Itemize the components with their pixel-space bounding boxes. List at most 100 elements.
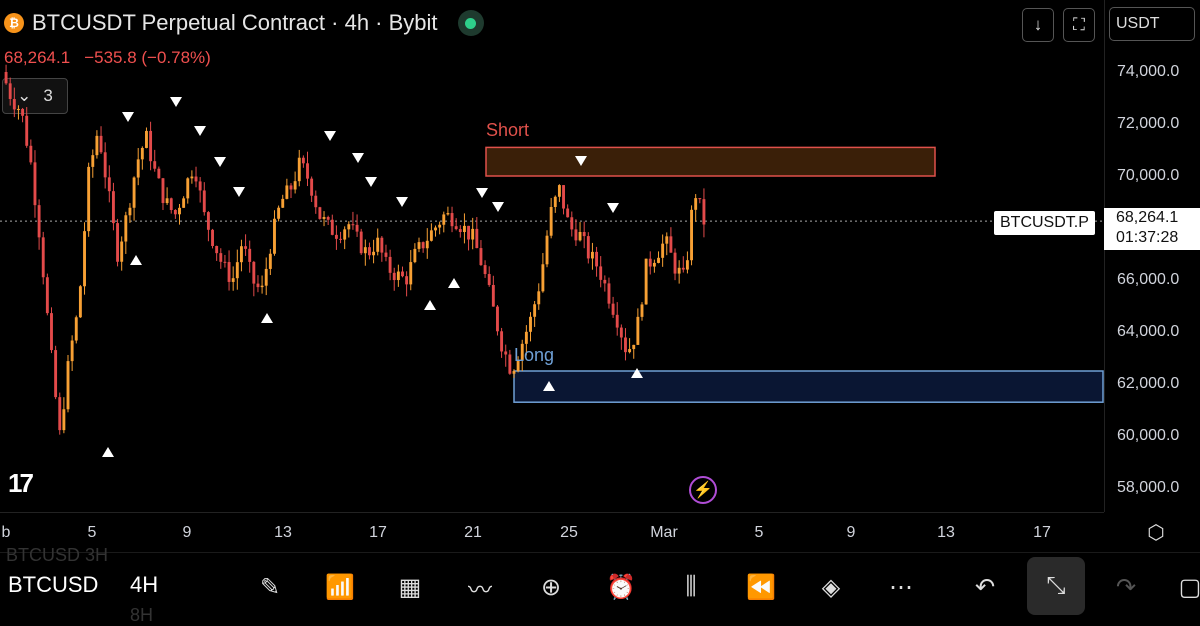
candle-body bbox=[334, 234, 338, 239]
last-price-tag: 68,264.1 01:37:28 bbox=[1104, 208, 1200, 250]
candle-body bbox=[281, 198, 285, 208]
candle-body bbox=[318, 207, 322, 219]
candle-body bbox=[520, 343, 524, 361]
candle-body bbox=[83, 231, 86, 287]
pivot-low-marker bbox=[261, 313, 273, 323]
arrow-down-icon: ↓ bbox=[1033, 15, 1043, 34]
date-tick-label: 17 bbox=[369, 524, 387, 541]
candle-body bbox=[471, 228, 475, 240]
side-panel-icon[interactable]: ▢ bbox=[1178, 573, 1200, 601]
candle-body bbox=[388, 256, 392, 273]
candle-body bbox=[173, 209, 177, 215]
pivot-high-marker bbox=[492, 202, 504, 212]
candle-body bbox=[524, 331, 528, 344]
candle-body bbox=[87, 166, 91, 232]
price-tick-label: 70,000.0 bbox=[1117, 167, 1180, 184]
pivot-low-marker bbox=[130, 255, 142, 265]
candle-body bbox=[219, 253, 223, 262]
exit-fullscreen-icon[interactable]: ⤡ bbox=[1027, 557, 1085, 615]
candle-body bbox=[475, 228, 479, 249]
candle-body bbox=[37, 205, 41, 238]
candle-body bbox=[557, 185, 561, 197]
pivot-high-marker bbox=[365, 177, 377, 187]
layers-icon[interactable]: ◈ bbox=[821, 573, 841, 601]
candle-body bbox=[50, 313, 53, 351]
long-zone-box bbox=[513, 370, 1104, 403]
pivot-high-marker bbox=[476, 188, 488, 198]
candle-body bbox=[458, 229, 462, 233]
candle-body bbox=[330, 219, 334, 235]
price-axis[interactable]: 74,000.0 72,000.0 70,000.0 66,000.0 64,000.0… bbox=[1104, 0, 1200, 512]
interval-selector[interactable]: 4H bbox=[130, 572, 159, 597]
candle-body bbox=[322, 217, 326, 219]
candle-body bbox=[694, 198, 698, 210]
settings-gear-icon[interactable]: ⬡ bbox=[1147, 521, 1165, 544]
candle-body bbox=[462, 225, 466, 233]
pivot-high-marker bbox=[324, 131, 336, 141]
pivot-high-marker bbox=[122, 112, 134, 122]
draw-pen-icon[interactable]: ✎ bbox=[259, 573, 281, 601]
candle-body bbox=[8, 83, 12, 99]
long-zone-label: Long bbox=[514, 345, 555, 365]
candle-body bbox=[165, 198, 169, 204]
candle-body bbox=[553, 196, 557, 207]
candle-body bbox=[574, 229, 578, 241]
candle-body bbox=[487, 274, 491, 285]
more-dots-icon[interactable]: ⋯ bbox=[889, 573, 913, 601]
candle-body bbox=[17, 108, 20, 110]
compare-lines-icon[interactable]: 〰 bbox=[468, 576, 492, 604]
candle-body bbox=[33, 162, 37, 206]
indicators-chart-icon[interactable]: 📶 bbox=[325, 573, 355, 601]
time-axis[interactable]: b 5 9 13 17 21 25 Mar 5 9 13 17 bbox=[0, 512, 1104, 553]
symbol-selector[interactable]: BTCUSD bbox=[8, 572, 99, 597]
candle-body bbox=[91, 155, 95, 167]
chart-title[interactable]: BTCUSDT Perpetual Contract · 4h · Bybit bbox=[32, 10, 438, 35]
candle-body bbox=[434, 227, 437, 231]
candle-body bbox=[405, 276, 409, 285]
candle-body bbox=[562, 185, 565, 209]
candle-body bbox=[590, 251, 594, 259]
fullscreen-button[interactable]: ⛶ bbox=[1063, 8, 1095, 42]
candle-body bbox=[401, 271, 404, 277]
alert-clock-icon[interactable]: ⏰ bbox=[606, 573, 636, 601]
candle-body bbox=[648, 258, 652, 267]
candle-body bbox=[368, 247, 371, 256]
candle-body bbox=[442, 214, 446, 225]
candle-body bbox=[12, 98, 16, 110]
candle-body bbox=[124, 215, 128, 242]
lightning-icon[interactable]: ⚡ bbox=[689, 476, 717, 504]
replay-rewind-icon[interactable]: ⏪ bbox=[746, 573, 776, 601]
layout-grid-icon[interactable]: ▦ bbox=[398, 573, 422, 601]
candle-body bbox=[223, 261, 227, 263]
candle-body bbox=[343, 229, 347, 240]
candle-body bbox=[66, 361, 70, 410]
download-button[interactable]: ↓ bbox=[1022, 8, 1054, 42]
candles-type-icon[interactable]: ⫼ bbox=[685, 573, 697, 600]
candle-body bbox=[153, 161, 157, 169]
price-chart[interactable] bbox=[0, 0, 1104, 512]
candle-body bbox=[62, 409, 66, 431]
currency-select[interactable]: USDT bbox=[1109, 7, 1195, 41]
pivot-high-marker bbox=[607, 203, 619, 213]
candle-body bbox=[297, 157, 301, 182]
candle-body bbox=[140, 147, 144, 160]
candle-body bbox=[417, 242, 421, 249]
candle-body bbox=[438, 224, 442, 228]
candle-body bbox=[306, 163, 309, 179]
scroll-ghost-top: BTCUSD 3H bbox=[6, 545, 109, 565]
undo-icon[interactable]: ↶ bbox=[974, 573, 996, 601]
date-tick-label: 5 bbox=[87, 524, 97, 541]
redo-icon[interactable]: ↷ bbox=[1115, 573, 1137, 601]
candle-body bbox=[599, 266, 603, 280]
date-tick-label: 17 bbox=[1033, 524, 1051, 541]
candle-body bbox=[628, 349, 632, 353]
candle-body bbox=[413, 248, 417, 263]
fullscreen-icon: ⛶ bbox=[1073, 15, 1085, 34]
candle-body bbox=[215, 245, 219, 254]
add-plus-icon[interactable]: ⊕ bbox=[540, 573, 562, 601]
price-tick-label: 66,000.0 bbox=[1117, 271, 1180, 288]
candle-body bbox=[355, 224, 359, 232]
price-change: −535.8 (−0.78%) bbox=[84, 48, 211, 67]
candle-body bbox=[586, 236, 590, 259]
candle-body bbox=[293, 181, 297, 190]
